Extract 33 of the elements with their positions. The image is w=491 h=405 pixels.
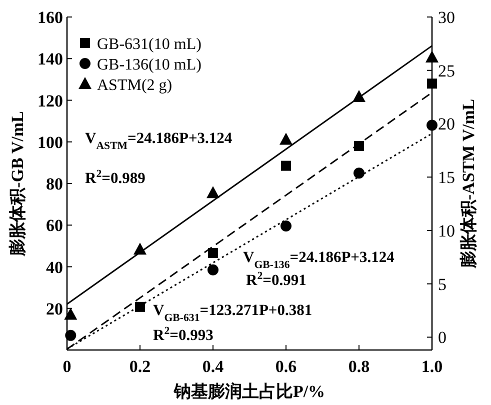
- x-tick-label: 0.6: [275, 357, 297, 376]
- legend-label: GB-631(10 mL): [97, 36, 202, 53]
- y2-tick-label: 20: [438, 114, 455, 134]
- y-tick-label: 100: [38, 132, 63, 152]
- x-tick-label: 0: [62, 357, 72, 376]
- y2-tick-label: 10: [438, 221, 455, 240]
- y2-tick-label: 0: [438, 328, 446, 348]
- x-tick-label: 0.8: [348, 357, 370, 376]
- y2-tick-label: 15: [438, 168, 455, 188]
- annotation: V$_{GB-136}$=24.186P+3.124: [243, 249, 395, 271]
- y-tick-label: 160: [38, 8, 63, 27]
- y-tick-label: 140: [38, 50, 63, 69]
- x-tick-label: 0.4: [202, 357, 224, 376]
- y2-tick-label: 25: [438, 61, 455, 80]
- annotation: R$^{2}$=0.989: [85, 168, 146, 187]
- y-tick-label: 80: [46, 174, 63, 194]
- annotation: R$^{2}$=0.993: [153, 325, 214, 344]
- y-tick-label: 60: [46, 216, 63, 236]
- annotation: V$_{GB-631}$=123.271P+0.381: [153, 302, 312, 324]
- legend-label: GB-136(10 mL): [97, 56, 202, 74]
- y2-tick-label: 30: [438, 8, 455, 27]
- y-tick-label: 120: [38, 91, 63, 110]
- y2-axis-title: 膨胀体积-ASTM V/mL: [459, 98, 478, 270]
- y2-tick-label: 5: [438, 274, 446, 294]
- annotation: V$_{ASTM}$=24.186P+3.124: [85, 130, 232, 152]
- annotation: R$^{2}$=0.991: [246, 270, 306, 289]
- y-tick-label: 20: [46, 299, 63, 318]
- x-tick-label: 1.0: [421, 357, 443, 376]
- y-axis-title: 膨胀体积-GB V/mL: [8, 111, 27, 257]
- legend-label: ASTM(2 g): [97, 77, 172, 94]
- y-tick-label: 40: [46, 258, 63, 277]
- x-tick-label: 0.2: [129, 357, 151, 376]
- x-axis-title: 钠基膨润土占比P/%: [172, 382, 326, 401]
